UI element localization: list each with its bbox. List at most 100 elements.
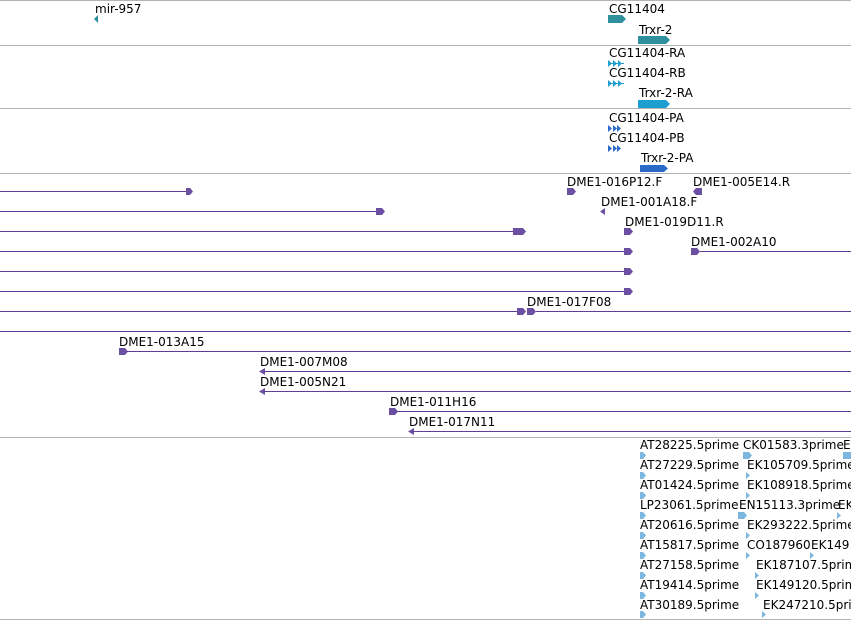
clone-arrow[interactable] <box>624 248 634 255</box>
clone-arrow[interactable] <box>600 208 606 215</box>
est-glyph[interactable] <box>640 472 648 479</box>
est-glyph[interactable] <box>640 492 648 499</box>
clone-label-017f08[interactable]: DME1-017F08 <box>527 295 612 309</box>
est-label[interactable]: AT30189.5prime <box>640 598 740 612</box>
clone-arrow[interactable] <box>691 248 701 255</box>
mrna-label-trxr2-ra[interactable]: Trxr-2-RA <box>639 86 693 100</box>
est-label[interactable]: EK187107.5prim <box>756 558 851 572</box>
clone-line[interactable] <box>0 291 628 292</box>
clone-line[interactable] <box>0 191 190 192</box>
est-glyph[interactable] <box>640 592 648 599</box>
clone-line[interactable] <box>0 251 628 252</box>
clone-arrow[interactable] <box>624 288 634 295</box>
clone-line[interactable] <box>0 331 851 332</box>
est-label[interactable]: AT19414.5prime <box>640 578 740 592</box>
clone-label-007m08[interactable]: DME1-007M08 <box>260 355 348 369</box>
est-glyph[interactable] <box>640 611 648 618</box>
est-label[interactable]: CK01583.3prime <box>743 438 844 452</box>
protein-glyph-cg11404-pa[interactable] <box>608 125 622 132</box>
clone-line[interactable] <box>126 351 851 352</box>
clone-label-011h16[interactable]: DME1-011H16 <box>390 395 477 409</box>
clone-line[interactable] <box>396 411 851 412</box>
est-label[interactable]: EK293222.5prime <box>747 518 851 532</box>
est-glyph[interactable] <box>762 611 770 618</box>
mrna-label-cg11404-ra[interactable]: CG11404-RA <box>609 46 686 60</box>
mrna-glyph-cg11404-ra[interactable] <box>608 60 626 67</box>
clone-label-013a15[interactable]: DME1-013A15 <box>119 335 205 349</box>
est-label[interactable]: EK <box>838 498 851 512</box>
protein-label-cg11404-pa[interactable]: CG11404-PA <box>609 111 684 125</box>
est-label[interactable]: EK149 <box>811 538 850 552</box>
clone-label-002a10[interactable]: DME1-002A10 <box>691 235 777 249</box>
mrna-glyph-trxr2-ra[interactable] <box>638 100 672 108</box>
clone-line[interactable] <box>264 391 851 392</box>
est-label[interactable]: EK149120.5prim <box>756 578 851 592</box>
clone-line[interactable] <box>264 371 851 372</box>
mirna-glyph[interactable] <box>94 15 100 23</box>
clone-label-001a18[interactable]: DME1-001A18.F <box>601 195 698 209</box>
clone-label-005e14[interactable]: DME1-005E14.R <box>693 175 791 189</box>
est-label[interactable]: AT15817.5prime <box>640 538 740 552</box>
clone-arrow[interactable] <box>389 408 399 415</box>
clone-label-019d11[interactable]: DME1-019D11.R <box>625 215 724 229</box>
clone-arrow[interactable] <box>624 228 634 235</box>
est-label[interactable]: AT27229.5prime <box>640 458 740 472</box>
mrna-label-cg11404-rb[interactable]: CG11404-RB <box>609 66 686 80</box>
est-label[interactable]: LP23061.5prime <box>640 498 739 512</box>
clone-arrow[interactable] <box>376 208 386 215</box>
clone-arrow[interactable] <box>259 368 267 375</box>
clone-arrow[interactable] <box>693 188 703 195</box>
est-glyph[interactable] <box>640 452 648 459</box>
est-glyph[interactable] <box>755 592 763 599</box>
clone-arrow[interactable] <box>119 348 129 355</box>
clone-arrow[interactable] <box>517 308 539 315</box>
protein-glyph-cg11404-pb[interactable] <box>608 145 622 152</box>
clone-arrow[interactable] <box>567 188 577 195</box>
protein-label-cg11404-pb[interactable]: CG11404-PB <box>609 131 685 145</box>
clone-arrow[interactable] <box>624 268 634 275</box>
clone-line[interactable] <box>536 311 851 312</box>
gene-label-trxr2[interactable]: Trxr-2 <box>639 23 673 37</box>
est-glyph[interactable] <box>746 532 754 539</box>
est-label[interactable]: AT27158.5prime <box>640 558 740 572</box>
est-label[interactable]: AT20616.5prime <box>640 518 740 532</box>
clone-line[interactable] <box>0 271 628 272</box>
est-glyph[interactable] <box>746 552 754 559</box>
est-glyph[interactable] <box>640 552 648 559</box>
protein-glyph-trxr2-pa[interactable] <box>640 165 670 172</box>
clone-line[interactable] <box>0 311 520 312</box>
est-glyph[interactable] <box>843 452 851 459</box>
est-glyph[interactable] <box>738 512 748 519</box>
clone-line[interactable] <box>413 431 851 432</box>
gene-glyph-cg11404[interactable] <box>608 15 628 23</box>
est-label[interactable]: E <box>843 438 851 452</box>
clone-label-017n11[interactable]: DME1-017N11 <box>409 415 496 429</box>
est-label[interactable]: CO187960 <box>747 538 811 552</box>
est-glyph[interactable] <box>640 512 648 519</box>
est-glyph[interactable] <box>746 472 754 479</box>
mrna-glyph-cg11404-rb[interactable] <box>608 80 626 87</box>
est-label[interactable]: AT01424.5prime <box>640 478 740 492</box>
clone-arrow[interactable] <box>408 428 416 435</box>
est-glyph[interactable] <box>743 452 753 459</box>
est-glyph[interactable] <box>837 512 845 519</box>
clone-label-005n21[interactable]: DME1-005N21 <box>260 375 347 389</box>
clone-label-016p12[interactable]: DME1-016P12.F <box>567 175 663 189</box>
est-label[interactable]: EK247210.5prim <box>763 598 851 612</box>
clone-line[interactable] <box>0 231 520 232</box>
mirna-label[interactable]: mir-957 <box>95 2 142 16</box>
est-glyph[interactable] <box>640 532 648 539</box>
est-label[interactable]: AT28225.5prime <box>640 438 740 452</box>
est-label[interactable]: EK108918.5prime <box>747 478 851 492</box>
est-label[interactable]: EK105709.5prime <box>747 458 851 472</box>
clone-line[interactable] <box>0 211 380 212</box>
protein-label-trxr2-pa[interactable]: Trxr-2-PA <box>641 151 694 165</box>
est-glyph[interactable] <box>810 552 818 559</box>
gene-glyph-trxr2[interactable] <box>638 36 672 44</box>
est-glyph[interactable] <box>755 572 763 579</box>
clone-arrow[interactable] <box>513 228 527 235</box>
clone-arrow[interactable] <box>259 388 267 395</box>
est-label[interactable]: EN15113.3prime <box>739 498 841 512</box>
clone-line[interactable] <box>700 251 851 252</box>
est-glyph[interactable] <box>746 492 754 499</box>
